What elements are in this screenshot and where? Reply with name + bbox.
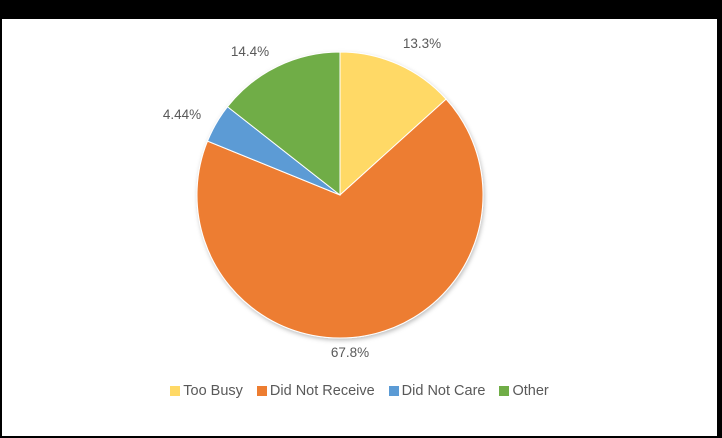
legend-label-other: Other (512, 383, 549, 399)
data-label-did-not-care: 4.44% (163, 107, 201, 122)
legend-label-did-not-care: Did Not Care (401, 383, 486, 399)
chart-area: 13.3% 67.8% 4.44% 14.4% Too Busy Did Not Rec… (2, 19, 717, 436)
data-label-other: 14.4% (231, 44, 269, 59)
data-label-too-busy: 13.3% (403, 36, 441, 51)
pie-slice-did-not-receive (196, 98, 484, 339)
legend-item-did-not-receive: Did Not Receive (256, 383, 375, 399)
legend-swatch-too-busy (170, 386, 181, 396)
pie-chart: 13.3% 67.8% 4.44% 14.4% (163, 36, 484, 360)
legend-label-too-busy: Too Busy (183, 383, 243, 399)
legend-item-did-not-care: Did Not Care (388, 383, 486, 399)
legend-item-too-busy: Too Busy (170, 383, 243, 399)
legend-swatch-did-not-receive (256, 386, 267, 396)
chart-legend: Too Busy Did Not Receive Did Not Care Other (2, 383, 717, 399)
legend-swatch-did-not-care (388, 386, 399, 396)
pie-slice-too-busy (339, 51, 447, 197)
legend-swatch-other (499, 386, 510, 396)
legend-label-did-not-receive: Did Not Receive (269, 383, 375, 399)
pie-slice-other (226, 51, 341, 197)
legend-item-other: Other (499, 383, 549, 399)
data-label-did-not-receive: 67.8% (331, 345, 369, 360)
